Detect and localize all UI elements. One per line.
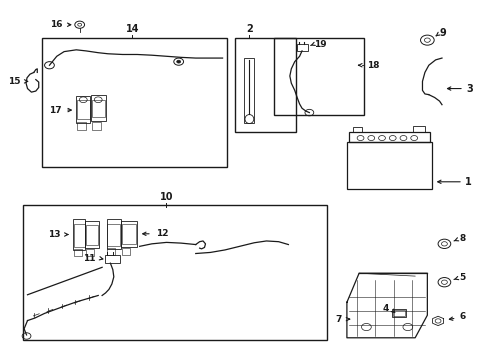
Text: 12: 12 (156, 229, 168, 238)
Bar (392, 310, 405, 316)
Text: 2: 2 (245, 24, 252, 34)
Text: 9: 9 (439, 28, 446, 38)
Text: 5: 5 (458, 273, 465, 282)
Bar (86, 225, 98, 245)
Text: 1: 1 (464, 177, 471, 187)
Bar (42, 39, 227, 167)
Text: 17: 17 (49, 105, 61, 114)
Bar (122, 248, 130, 255)
Bar (92, 122, 101, 130)
Bar (85, 221, 99, 248)
Bar (74, 249, 81, 256)
Text: 14: 14 (125, 24, 139, 34)
Bar (346, 142, 431, 189)
Bar (76, 96, 90, 123)
Text: 16: 16 (50, 20, 62, 29)
Bar (22, 205, 327, 339)
Bar (122, 224, 136, 244)
Text: 8: 8 (458, 234, 465, 243)
Circle shape (176, 60, 180, 63)
Bar (391, 309, 406, 317)
Text: 4: 4 (382, 304, 388, 313)
Bar (244, 58, 254, 123)
Text: 3: 3 (466, 84, 472, 94)
Bar (107, 224, 120, 246)
Text: 19: 19 (314, 40, 326, 49)
Bar (74, 224, 84, 247)
Bar (412, 126, 424, 132)
Bar (107, 248, 115, 255)
Text: 18: 18 (366, 61, 379, 70)
Bar (234, 39, 295, 132)
Text: 7: 7 (335, 315, 341, 324)
Bar (105, 255, 120, 263)
Bar (297, 44, 307, 51)
Bar (77, 100, 90, 119)
Text: 10: 10 (160, 192, 173, 202)
Bar (77, 122, 86, 130)
Bar (352, 127, 361, 132)
Text: 13: 13 (48, 230, 60, 239)
Bar (348, 132, 429, 142)
Bar (91, 95, 105, 121)
Bar (92, 100, 105, 117)
Bar (73, 220, 85, 250)
Bar (106, 220, 121, 249)
Bar (273, 39, 363, 116)
Bar (86, 249, 94, 256)
Text: 15: 15 (8, 77, 20, 86)
Text: 11: 11 (83, 254, 96, 263)
Text: 6: 6 (458, 312, 465, 321)
Bar (121, 221, 137, 247)
